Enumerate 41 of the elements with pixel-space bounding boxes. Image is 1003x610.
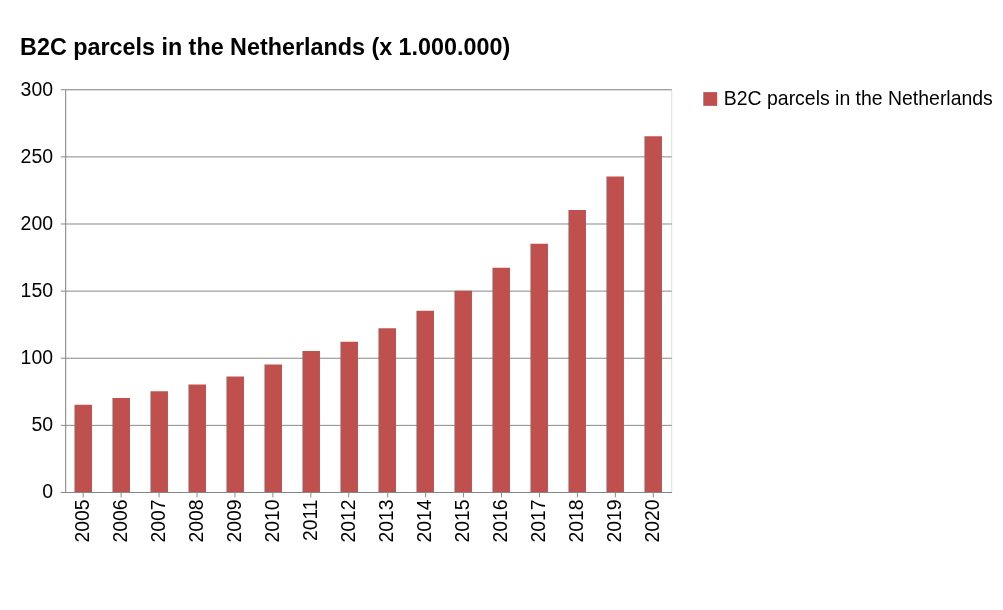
- x-tick-label: 2007: [147, 499, 170, 543]
- x-tick-label: 2017: [527, 499, 550, 543]
- x-tick-label: 2011: [299, 499, 322, 542]
- y-tick-label: 100: [20, 346, 54, 369]
- bar: [644, 136, 662, 493]
- bar: [606, 176, 624, 493]
- x-tick-label: 2005: [71, 499, 94, 543]
- y-tick-label: 250: [20, 144, 54, 167]
- x-tick-label: 2019: [603, 499, 626, 543]
- x-tick-label: 2010: [261, 499, 284, 543]
- x-tick-label: 2014: [413, 499, 436, 543]
- x-tick-label: 2018: [565, 499, 588, 543]
- bar: [302, 351, 320, 493]
- chart-title: B2C parcels in the Netherlands (x 1.000.000): [20, 34, 511, 61]
- x-tick-label: 2015: [451, 499, 474, 543]
- bar: [416, 310, 434, 493]
- bar: [74, 404, 92, 493]
- bar: [150, 391, 168, 493]
- bar: [378, 328, 396, 493]
- bar: [568, 210, 586, 493]
- bar: [492, 267, 510, 493]
- x-tick-label: 2020: [641, 499, 664, 543]
- bar: [264, 364, 282, 493]
- x-tick-label: 2012: [337, 499, 360, 543]
- bar: [454, 290, 472, 493]
- x-tick-label: 2013: [375, 499, 398, 543]
- bar: [112, 398, 130, 493]
- bar: [188, 384, 206, 493]
- x-tick-label: 2008: [185, 499, 208, 543]
- bar: [226, 376, 244, 493]
- x-tick-label: 2006: [109, 499, 132, 543]
- y-tick-label: 200: [20, 211, 54, 234]
- bar: [530, 243, 548, 493]
- x-tick-label: 2009: [223, 499, 246, 543]
- y-tick-label: 0: [42, 480, 54, 503]
- legend-label: B2C parcels in the Netherlands: [723, 86, 994, 109]
- y-tick-label: 150: [20, 278, 54, 301]
- y-tick-label: 50: [31, 413, 54, 436]
- x-tick-label: 2016: [489, 499, 512, 543]
- bar: [340, 341, 358, 493]
- y-tick-label: 300: [20, 77, 54, 100]
